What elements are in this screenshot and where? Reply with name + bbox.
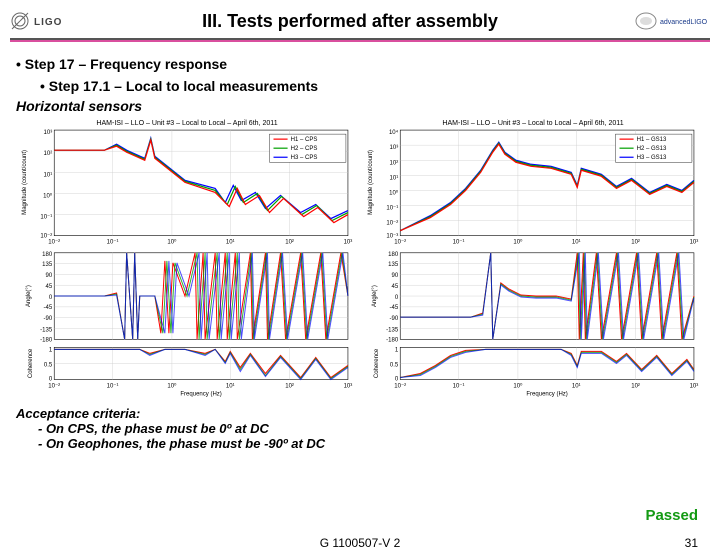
svg-text:10⁴: 10⁴ [389,129,399,136]
svg-text:Coherence: Coherence [28,348,34,378]
svg-text:10¹: 10¹ [572,240,581,246]
svg-text:-90: -90 [44,316,53,322]
svg-text:10⁻²: 10⁻² [394,240,406,246]
svg-text:10¹: 10¹ [226,384,235,390]
svg-text:10²: 10² [285,240,294,246]
slide-title: III. Tests performed after assembly [66,11,634,32]
footer-doc-id: G 1100507-V 2 [320,536,401,550]
header-bar: LIGO III. Tests performed after assembly… [0,0,720,38]
svg-text:-180: -180 [386,337,399,343]
svg-text:10⁻²: 10⁻² [48,240,60,246]
chart-row: HAM-ISI – LLO – Unit #3 – Local to Local… [16,116,704,398]
svg-text:H2 – GS13: H2 – GS13 [637,146,667,152]
svg-text:0.5: 0.5 [390,362,399,368]
svg-text:10⁰: 10⁰ [513,383,523,390]
svg-text:10⁰: 10⁰ [167,239,177,246]
svg-text:10⁰: 10⁰ [167,383,177,390]
svg-text:10³: 10³ [390,145,399,151]
svg-text:1: 1 [395,347,399,353]
svg-text:HAM-ISI – LLO – Unit #3 – Loca: HAM-ISI – LLO – Unit #3 – Local to Local… [96,120,277,127]
svg-text:1: 1 [49,347,53,353]
svg-text:10⁰: 10⁰ [43,192,53,199]
svg-text:10⁰: 10⁰ [513,239,523,246]
svg-text:H3 – CPS: H3 – CPS [291,155,318,161]
svg-text:10¹: 10¹ [226,240,235,246]
svg-text:0: 0 [395,377,399,383]
svg-text:Frequency (Hz): Frequency (Hz) [180,392,221,398]
svg-text:10²: 10² [44,151,53,157]
svg-text:H2 – CPS: H2 – CPS [291,146,318,152]
svg-text:10⁻²: 10⁻² [48,384,60,390]
svg-text:10³: 10³ [690,384,699,390]
svg-text:-180: -180 [40,337,53,343]
criteria-line-1: - On CPS, the phase must be 0º at DC [38,421,704,436]
svg-text:10⁻²: 10⁻² [386,221,398,227]
svg-text:180: 180 [42,252,53,258]
svg-text:10⁻²: 10⁻² [394,384,406,390]
svg-text:Magnitude (count/count): Magnitude (count/count) [368,150,374,215]
svg-text:10⁻¹: 10⁻¹ [40,215,52,221]
svg-text:10¹: 10¹ [572,384,581,390]
svg-text:Magnitude (count/count): Magnitude (count/count) [22,150,28,215]
svg-text:10¹: 10¹ [390,175,399,181]
svg-text:HAM-ISI – LLO – Unit #3 – Loca: HAM-ISI – LLO – Unit #3 – Local to Local… [442,120,623,127]
svg-text:10³: 10³ [690,240,699,246]
svg-text:LIGO: LIGO [34,17,62,28]
svg-text:135: 135 [42,262,53,268]
svg-text:0: 0 [395,295,399,301]
svg-text:10²: 10² [390,160,399,166]
content-area: • Step 17 – Frequency response • Step 17… [0,50,720,451]
svg-text:0.5: 0.5 [44,362,53,368]
svg-text:10⁰: 10⁰ [389,189,399,196]
svg-text:10⁻¹: 10⁻¹ [107,240,119,246]
svg-text:Coherence: Coherence [374,348,380,378]
svg-text:10³: 10³ [344,240,353,246]
svg-text:H3 – GS13: H3 – GS13 [637,155,667,161]
footer-page-number: 31 [685,536,698,550]
svg-text:10⁻¹: 10⁻¹ [107,384,119,390]
svg-text:-45: -45 [390,305,399,311]
svg-text:H1 – GS13: H1 – GS13 [637,137,667,143]
substep-heading: • Step 17.1 – Local to local measurement… [40,78,704,94]
svg-text:10¹: 10¹ [44,172,53,178]
svg-text:90: 90 [46,273,53,279]
svg-text:0: 0 [49,377,53,383]
svg-text:Angle(°): Angle(°) [26,285,32,307]
ligo-logo-left: LIGO [10,9,66,33]
advanced-ligo-logo: advancedLIGO [634,9,710,33]
chart-gs13: HAM-ISI – LLO – Unit #3 – Local to Local… [362,116,704,398]
svg-text:-135: -135 [40,327,53,333]
svg-text:45: 45 [46,284,53,290]
acceptance-criteria-heading: Acceptance criteria: [16,406,704,421]
svg-text:10²: 10² [285,384,294,390]
svg-text:10³: 10³ [344,384,353,390]
sensors-heading: Horizontal sensors [16,98,704,114]
svg-text:-45: -45 [44,305,53,311]
svg-text:10³: 10³ [44,130,53,136]
svg-text:H1 – CPS: H1 – CPS [291,137,318,143]
svg-text:10²: 10² [631,240,640,246]
chart-cps: HAM-ISI – LLO – Unit #3 – Local to Local… [16,116,358,398]
svg-text:-135: -135 [386,327,399,333]
svg-text:10⁻¹: 10⁻¹ [386,206,398,212]
svg-text:180: 180 [388,252,399,258]
step-heading: • Step 17 – Frequency response [16,56,704,72]
svg-text:45: 45 [392,284,399,290]
status-passed: Passed [645,507,698,524]
header-divider-accent [10,40,710,42]
criteria-line-2: - On Geophones, the phase must be -90º a… [38,436,704,451]
svg-text:advancedLIGO: advancedLIGO [660,19,708,26]
svg-text:90: 90 [392,273,399,279]
svg-text:0: 0 [49,295,53,301]
svg-text:Frequency (Hz): Frequency (Hz) [526,392,567,398]
svg-text:10⁻¹: 10⁻¹ [453,240,465,246]
svg-text:Angle(°): Angle(°) [372,285,378,307]
svg-text:10²: 10² [631,384,640,390]
svg-text:-90: -90 [390,316,399,322]
svg-text:10⁻¹: 10⁻¹ [453,384,465,390]
svg-text:135: 135 [388,262,399,268]
